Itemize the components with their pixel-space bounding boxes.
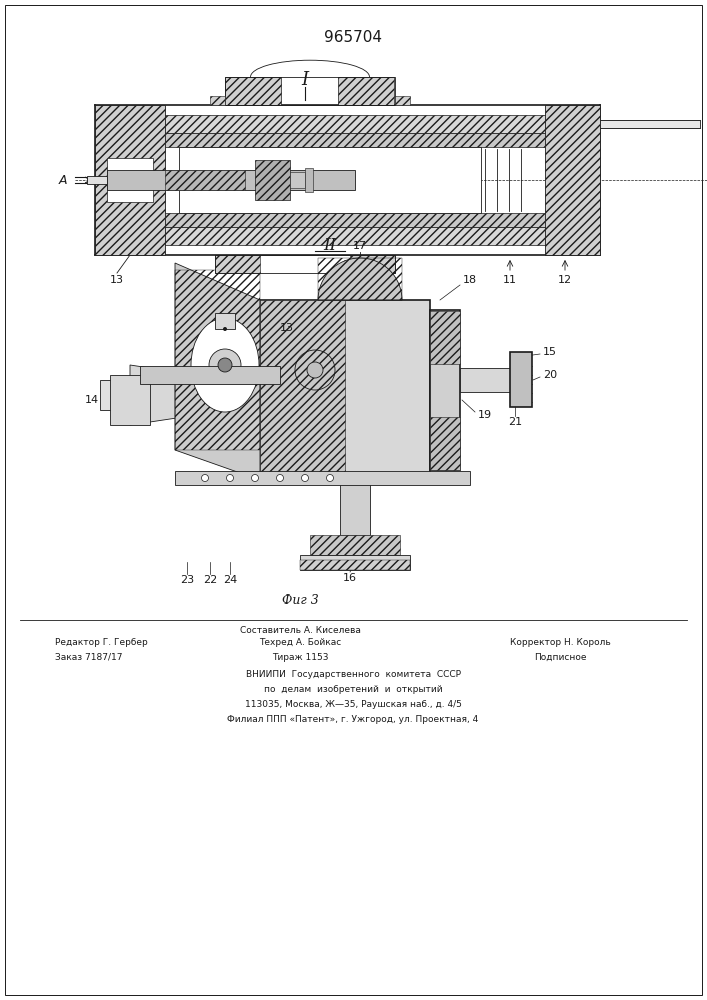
Bar [87, 176, 107, 184]
Bar [140, 366, 280, 384]
Bar [260, 300, 345, 480]
Circle shape [307, 362, 323, 378]
Bar [110, 375, 150, 425]
Text: II: II [323, 236, 337, 253]
Bar [600, 120, 700, 128]
Bar [107, 158, 153, 202]
Bar [165, 133, 545, 147]
Text: Редактор Г. Гербер: Редактор Г. Гербер [55, 638, 148, 647]
Text: А: А [59, 174, 67, 186]
Bar [510, 352, 532, 407]
Bar [460, 368, 510, 392]
Bar [210, 96, 225, 105]
Text: 4: 4 [341, 275, 349, 285]
Text: 19: 19 [478, 410, 492, 420]
Text: 16: 16 [343, 573, 357, 583]
Text: 21: 21 [508, 417, 522, 427]
Circle shape [252, 475, 259, 482]
Circle shape [218, 358, 232, 372]
Bar [225, 77, 395, 105]
Circle shape [223, 327, 227, 331]
Text: 14: 14 [85, 395, 99, 405]
Bar [225, 77, 281, 105]
Bar [395, 96, 410, 105]
Text: Заказ 7187/17: Заказ 7187/17 [55, 653, 122, 662]
Bar [310, 535, 400, 555]
Bar [175, 471, 470, 485]
Text: 15: 15 [543, 347, 557, 357]
Bar [100, 380, 130, 410]
Bar [255, 160, 290, 200]
Text: 13: 13 [110, 275, 124, 285]
Bar [135, 227, 560, 245]
Circle shape [226, 475, 233, 482]
Text: 113035, Москва, Ж—35, Раушская наб., д. 4/5: 113035, Москва, Ж—35, Раушская наб., д. … [245, 700, 462, 709]
Circle shape [276, 475, 284, 482]
Circle shape [209, 349, 241, 381]
Ellipse shape [185, 313, 265, 417]
Polygon shape [175, 263, 260, 480]
Text: Корректор Н. Король: Корректор Н. Король [510, 638, 610, 647]
Bar [338, 77, 394, 105]
Bar [165, 213, 545, 227]
Circle shape [327, 475, 334, 482]
Bar [318, 258, 402, 300]
Text: Фиг 2: Фиг 2 [216, 428, 253, 442]
Bar [300, 560, 410, 570]
Wedge shape [318, 258, 402, 300]
Bar [165, 170, 245, 190]
Text: 13: 13 [280, 323, 294, 333]
Text: ВНИИПИ  Государственного  комитета  СССР: ВНИИПИ Государственного комитета СССР [245, 670, 460, 679]
Text: Филиал ППП «Патент», г. Ужгород, ул. Проектная, 4: Филиал ППП «Патент», г. Ужгород, ул. Про… [228, 715, 479, 724]
Text: Подписное: Подписное [534, 653, 586, 662]
Circle shape [301, 475, 308, 482]
Text: по  делам  изобретений  и  открытий: по делам изобретений и открытий [264, 685, 443, 694]
Bar [95, 105, 165, 255]
Text: 965704: 965704 [324, 29, 382, 44]
Circle shape [201, 475, 209, 482]
Text: 11: 11 [503, 275, 517, 285]
Bar [179, 147, 481, 213]
Text: I: I [301, 71, 308, 89]
Text: 17: 17 [353, 241, 367, 251]
Text: Составитель А. Киселева: Составитель А. Киселева [240, 626, 361, 635]
Text: Техред А. Бойкас: Техред А. Бойкас [259, 638, 341, 647]
Polygon shape [130, 365, 230, 425]
Bar [215, 255, 260, 273]
Bar [290, 172, 305, 188]
Text: Тираж 1153: Тираж 1153 [271, 653, 328, 662]
Text: 12: 12 [558, 275, 572, 285]
Bar [305, 168, 313, 192]
Bar [135, 115, 560, 133]
Text: 24: 24 [223, 575, 237, 585]
Bar [215, 313, 235, 329]
Text: Фиг 3: Фиг 3 [281, 593, 318, 606]
Bar [430, 311, 460, 364]
Bar [107, 170, 355, 190]
Bar [215, 255, 395, 273]
Bar [545, 105, 600, 255]
Text: 23: 23 [180, 575, 194, 585]
Text: 20: 20 [543, 370, 557, 380]
Text: 18: 18 [463, 275, 477, 285]
Bar [350, 255, 395, 273]
Text: вид А: вид А [204, 295, 236, 305]
Bar [340, 480, 370, 535]
Ellipse shape [191, 318, 259, 412]
Bar [430, 417, 460, 470]
Bar [300, 555, 410, 570]
Text: 22: 22 [203, 575, 217, 585]
Bar [175, 270, 260, 450]
Bar [430, 310, 460, 470]
Bar [260, 300, 430, 480]
